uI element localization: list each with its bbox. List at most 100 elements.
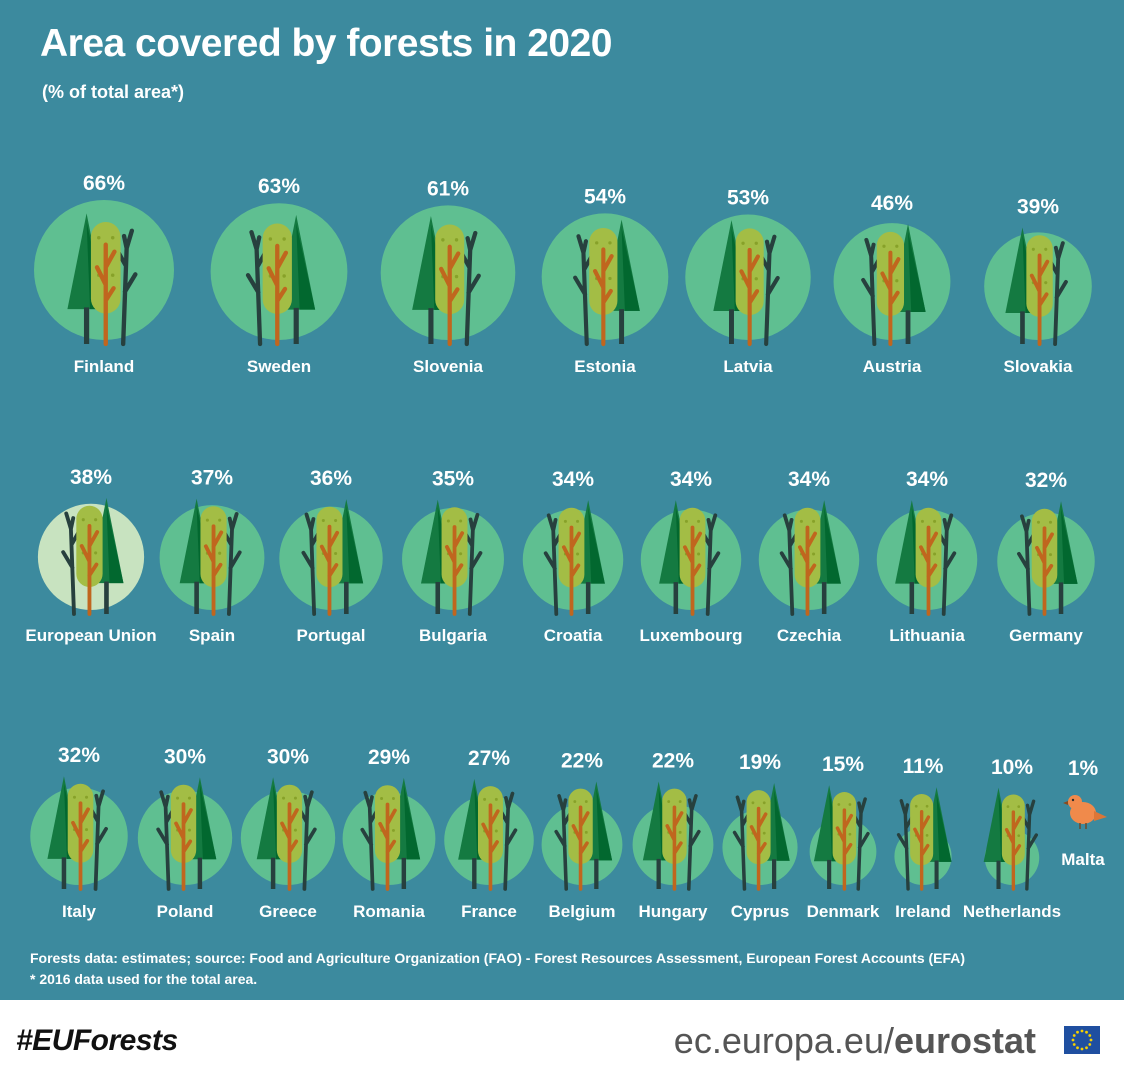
country-label: Sweden (247, 357, 311, 376)
value-label: 38% (70, 466, 112, 489)
country-malta: 1% Malta (1061, 757, 1107, 869)
country-label: Malta (1061, 850, 1105, 869)
value-label: 39% (1017, 196, 1059, 219)
trees-icon (301, 499, 364, 616)
country-luxembourg: 34% Luxembourg (640, 468, 743, 645)
value-label: 11% (903, 755, 944, 778)
country-label: Lithuania (889, 626, 965, 645)
trees-icon (983, 787, 1038, 891)
country-label: Estonia (574, 357, 636, 376)
value-label: 66% (83, 172, 125, 195)
trees-icon (554, 781, 613, 891)
value-label: 29% (368, 746, 410, 769)
country-italy: 32% Italy (30, 744, 128, 921)
trees-icon (543, 500, 605, 616)
country-romania: 29% Romania (342, 746, 436, 921)
country-greece: 30% Greece (240, 745, 336, 921)
country-label: Belgium (548, 902, 615, 921)
trees-icon (813, 785, 870, 891)
trees-icon (1017, 501, 1078, 616)
value-label: 54% (584, 185, 626, 208)
country-slovenia: 61% Slovenia (380, 177, 516, 376)
country-label: Portugal (297, 626, 366, 645)
trees-icon (156, 777, 217, 891)
country-label: France (461, 902, 517, 921)
country-latvia: 53% Latvia (685, 187, 811, 376)
value-label: 53% (727, 187, 769, 210)
site-link[interactable]: ec.europa.eu/eurostat (674, 1020, 1036, 1062)
trees-icon (861, 223, 926, 347)
country-netherlands: 10% Netherlands (963, 756, 1061, 921)
country-label: Poland (157, 902, 214, 921)
country-label: European Union (25, 626, 156, 645)
country-portugal: 36% Portugal (279, 467, 383, 645)
country-label: Italy (62, 902, 97, 921)
trees-icon (47, 776, 108, 891)
trees-icon (1005, 227, 1068, 346)
country-belgium: 22% Belgium (541, 749, 623, 921)
value-label: 1% (1068, 757, 1099, 780)
trees-icon (458, 778, 518, 891)
site-prefix: ec.europa.eu/ (673, 1020, 894, 1061)
page-title: Area covered by forests in 2020 (40, 22, 612, 65)
country-label: Latvia (723, 357, 773, 376)
country-estonia: 54% Estonia (541, 185, 669, 376)
country-denmark: 15% Denmark (807, 753, 880, 921)
country-label: Bulgaria (419, 626, 488, 645)
trees-icon (896, 787, 952, 891)
country-label: Germany (1009, 626, 1083, 645)
value-label: 35% (432, 468, 474, 491)
country-lithuania: 34% Lithuania (876, 468, 978, 645)
country-spain: 37% Spain (159, 467, 265, 645)
trees-icon (420, 499, 483, 616)
value-label: 34% (670, 468, 712, 491)
country-label: Greece (259, 902, 317, 921)
eu-flag-icon (1064, 1026, 1100, 1054)
source-text: Forests data: estimates; source: Food an… (30, 950, 966, 966)
value-label: 46% (871, 192, 913, 215)
country-label: Ireland (895, 902, 951, 921)
trees-icon (713, 220, 780, 347)
value-label: 32% (1025, 469, 1067, 492)
page-subtitle: (% of total area*) (42, 82, 185, 102)
site-brand: eurostat (893, 1020, 1036, 1061)
country-label: Slovenia (413, 357, 483, 376)
trees-icon (732, 783, 790, 891)
country-label: Luxembourg (640, 626, 743, 645)
country-finland: 66% Finland (34, 172, 174, 376)
value-label: 22% (652, 749, 694, 772)
trees-icon (412, 215, 481, 347)
trees-icon (573, 219, 640, 347)
value-label: 15% (822, 753, 864, 776)
country-label: Austria (863, 357, 922, 376)
trees-icon (360, 777, 421, 891)
country-european-union: 38% European Union (25, 466, 156, 645)
trees-icon (61, 498, 124, 616)
country-label: Romania (353, 902, 425, 921)
value-label: 27% (468, 747, 510, 770)
value-label: 19% (739, 751, 781, 774)
trees-icon (779, 500, 841, 616)
trees-icon (179, 498, 242, 616)
value-label: 34% (788, 468, 830, 491)
infographic-panel: Area covered by forests in 2020 (% of to… (0, 0, 1124, 1000)
hashtag: #EUForests (16, 1024, 178, 1057)
value-label: 37% (191, 467, 233, 490)
bird-icon (1063, 795, 1107, 829)
source-notes: Forests data: estimates; source: Food an… (30, 948, 965, 990)
value-label: 22% (561, 749, 603, 772)
country-croatia: 34% Croatia (522, 468, 624, 645)
forest-pictogram-chart: 66% Finland 63% Sweden 61% Slovenia 54% Estonia… (25, 172, 1107, 921)
trees-icon (245, 214, 316, 347)
footnote-text: * 2016 data used for the total area. (30, 971, 258, 987)
trees-icon (256, 777, 317, 891)
value-label: 10% (991, 756, 1033, 779)
value-label: 34% (906, 468, 948, 491)
country-czechia: 34% Czechia (758, 468, 860, 645)
value-label: 30% (267, 745, 309, 768)
country-label: Czechia (777, 626, 842, 645)
country-austria: 46% Austria (833, 192, 951, 376)
value-label: 63% (258, 175, 300, 198)
trees-icon (659, 500, 721, 616)
country-label: Hungary (639, 902, 709, 921)
